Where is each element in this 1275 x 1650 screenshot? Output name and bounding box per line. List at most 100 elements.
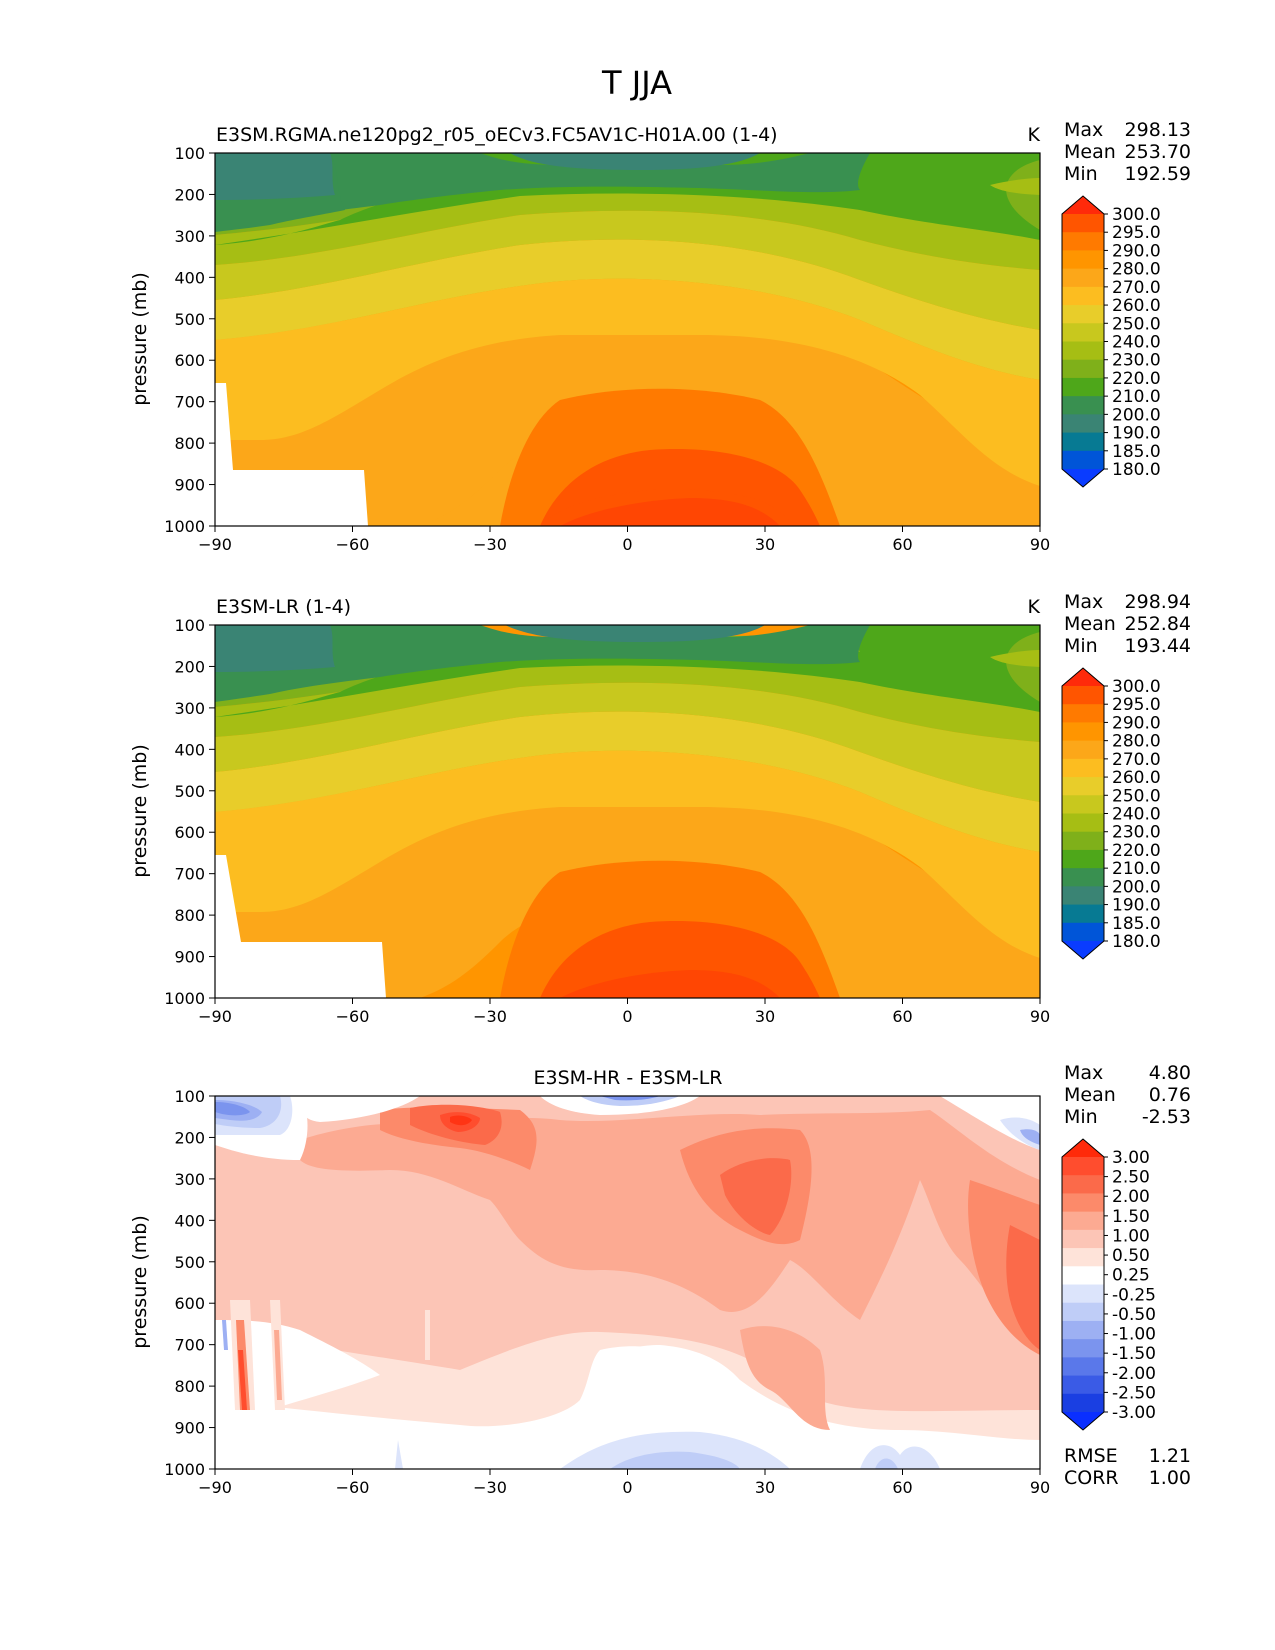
colorbar-label: 300.0 [1112,677,1161,697]
colorbar-segment [1062,849,1104,869]
colorbar-label: 1.00 [1112,1226,1150,1246]
colorbar-label: -2.00 [1112,1364,1156,1384]
colorbar-segment [1062,1266,1104,1285]
y-axis-label: pressure (mb) [129,1215,151,1349]
colorbar-extend-min [1062,941,1104,959]
x-tick-label: 60 [892,535,912,554]
colorbar-label: 280.0 [1112,260,1161,280]
colorbar-label: 300.0 [1112,205,1161,225]
colorbar-label: -1.50 [1112,1344,1156,1364]
y-tick-label: 1000 [164,1460,205,1479]
colorbar-segment [1062,323,1104,342]
x-tick-label: 60 [892,1007,912,1026]
colorbar-label: 295.0 [1112,223,1161,243]
colorbar-segment [1062,758,1104,778]
x-tick-label: −90 [198,535,232,554]
y-tick-label: 700 [174,393,205,412]
colorbar-label: 220.0 [1112,369,1161,389]
x-tick-label: 60 [892,1478,912,1497]
x-tick-label: 90 [1030,1478,1050,1497]
colorbar-segment [1062,740,1104,760]
colorbar-segment [1062,831,1104,851]
colorbar-segment [1062,722,1104,742]
colorbar-label: 220.0 [1112,841,1161,861]
stat-label: Mean [1064,1084,1116,1106]
y-tick-label: 400 [174,740,205,759]
colorbar-label: 185.0 [1112,442,1161,462]
colorbar-segment [1062,1357,1104,1377]
colorbar-label: 180.0 [1112,932,1161,952]
colorbar-segment [1062,268,1104,288]
colorbar-label: 185.0 [1112,914,1161,934]
colorbar-segment [1062,341,1104,361]
y-tick-label: 900 [174,948,205,967]
x-tick-label: −60 [336,1007,370,1026]
y-tick-label: 100 [174,144,205,163]
colorbar-segment [1062,286,1104,306]
colorbar-label: -0.25 [1112,1285,1156,1305]
stats-box: Max 4.80 Mean 0.76 Min -2.53 [1064,1062,1191,1128]
stat-value: 298.94 [1125,591,1191,613]
colorbar-segment [1062,1175,1104,1194]
colorbar-segment [1062,305,1104,324]
y-axis: 100 200 300 400 500 600 700 800 900 1000 [164,144,215,536]
colorbar-label: 1.50 [1112,1207,1150,1227]
colorbar-segment [1062,686,1104,705]
x-axis: −90 −60 −30 0 30 60 90 [198,1469,1050,1497]
y-axis-label: pressure (mb) [129,272,151,406]
y-tick-label: 600 [174,1294,205,1313]
contour-field [215,153,1040,526]
stat-label: Min [1064,163,1098,185]
y-tick-label: 300 [174,1170,205,1189]
colorbar-segment [1062,886,1104,906]
colorbar-label: 2.00 [1112,1187,1150,1207]
colorbar-label: 200.0 [1112,405,1161,425]
colorbar-label: 250.0 [1112,786,1161,806]
colorbar-label: 230.0 [1112,823,1161,843]
y-tick-label: 700 [174,1336,205,1355]
colorbar: 300.0295.0290.0280.0270.0260.0250.0240.0… [1061,195,1161,488]
y-tick-label: 1000 [164,517,205,536]
y-tick-label: 600 [174,351,205,370]
x-tick-label: −30 [473,535,507,554]
colorbar-label: 190.0 [1112,896,1161,916]
colorbar-label: 210.0 [1112,859,1161,879]
stat-value: 0.76 [1149,1084,1191,1106]
colorbar-label: 260.0 [1112,296,1161,316]
colorbar-label: 240.0 [1112,333,1161,353]
bottom-stat-value: 1.21 [1149,1445,1191,1467]
y-tick-label: 200 [174,185,205,204]
x-tick-label: 0 [622,1478,632,1497]
y-tick-label: 800 [174,434,205,453]
stat-value: 4.80 [1149,1062,1191,1084]
x-tick-label: 0 [622,535,632,554]
colorbar-label: -3.00 [1112,1403,1156,1423]
colorbar-segment [1062,1248,1104,1267]
panel-1: −90 −60 −30 0 30 60 90 100 200 300 400 500 600 700 80… [129,119,1191,554]
colorbar-segment [1062,868,1104,887]
colorbar-label: 250.0 [1112,314,1161,334]
bottom-stat-label: RMSE [1064,1445,1118,1467]
y-tick-label: 500 [174,310,205,329]
colorbar-segment [1062,922,1104,942]
stat-value: -2.53 [1142,1106,1191,1128]
panel-title-left: E3SM.RGMA.ne120pg2_r05_oECv3.FC5AV1C-H01… [216,124,778,146]
x-tick-label: −30 [473,1007,507,1026]
y-tick-label: 1000 [164,989,205,1008]
x-tick-label: 30 [755,535,775,554]
stat-value: 253.70 [1125,141,1191,163]
panel-title-center: E3SM-HR - E3SM-LR [533,1067,722,1089]
figure-title: T JJA [601,64,672,102]
colorbar-segment [1062,777,1104,796]
colorbar-label: 210.0 [1112,387,1161,407]
y-tick-label: 400 [174,268,205,287]
bottom-stat-value: 1.00 [1149,1467,1191,1489]
colorbar-segment [1062,250,1104,270]
colorbar: 300.0295.0290.0280.0270.0260.0250.0240.0… [1061,667,1161,960]
x-tick-label: 0 [622,1007,632,1026]
stat-label: Min [1064,1106,1098,1128]
units-label: K [1028,124,1041,146]
colorbar-label: 270.0 [1112,750,1161,770]
colorbar-label: 230.0 [1112,351,1161,371]
colorbar-segment [1062,414,1104,434]
